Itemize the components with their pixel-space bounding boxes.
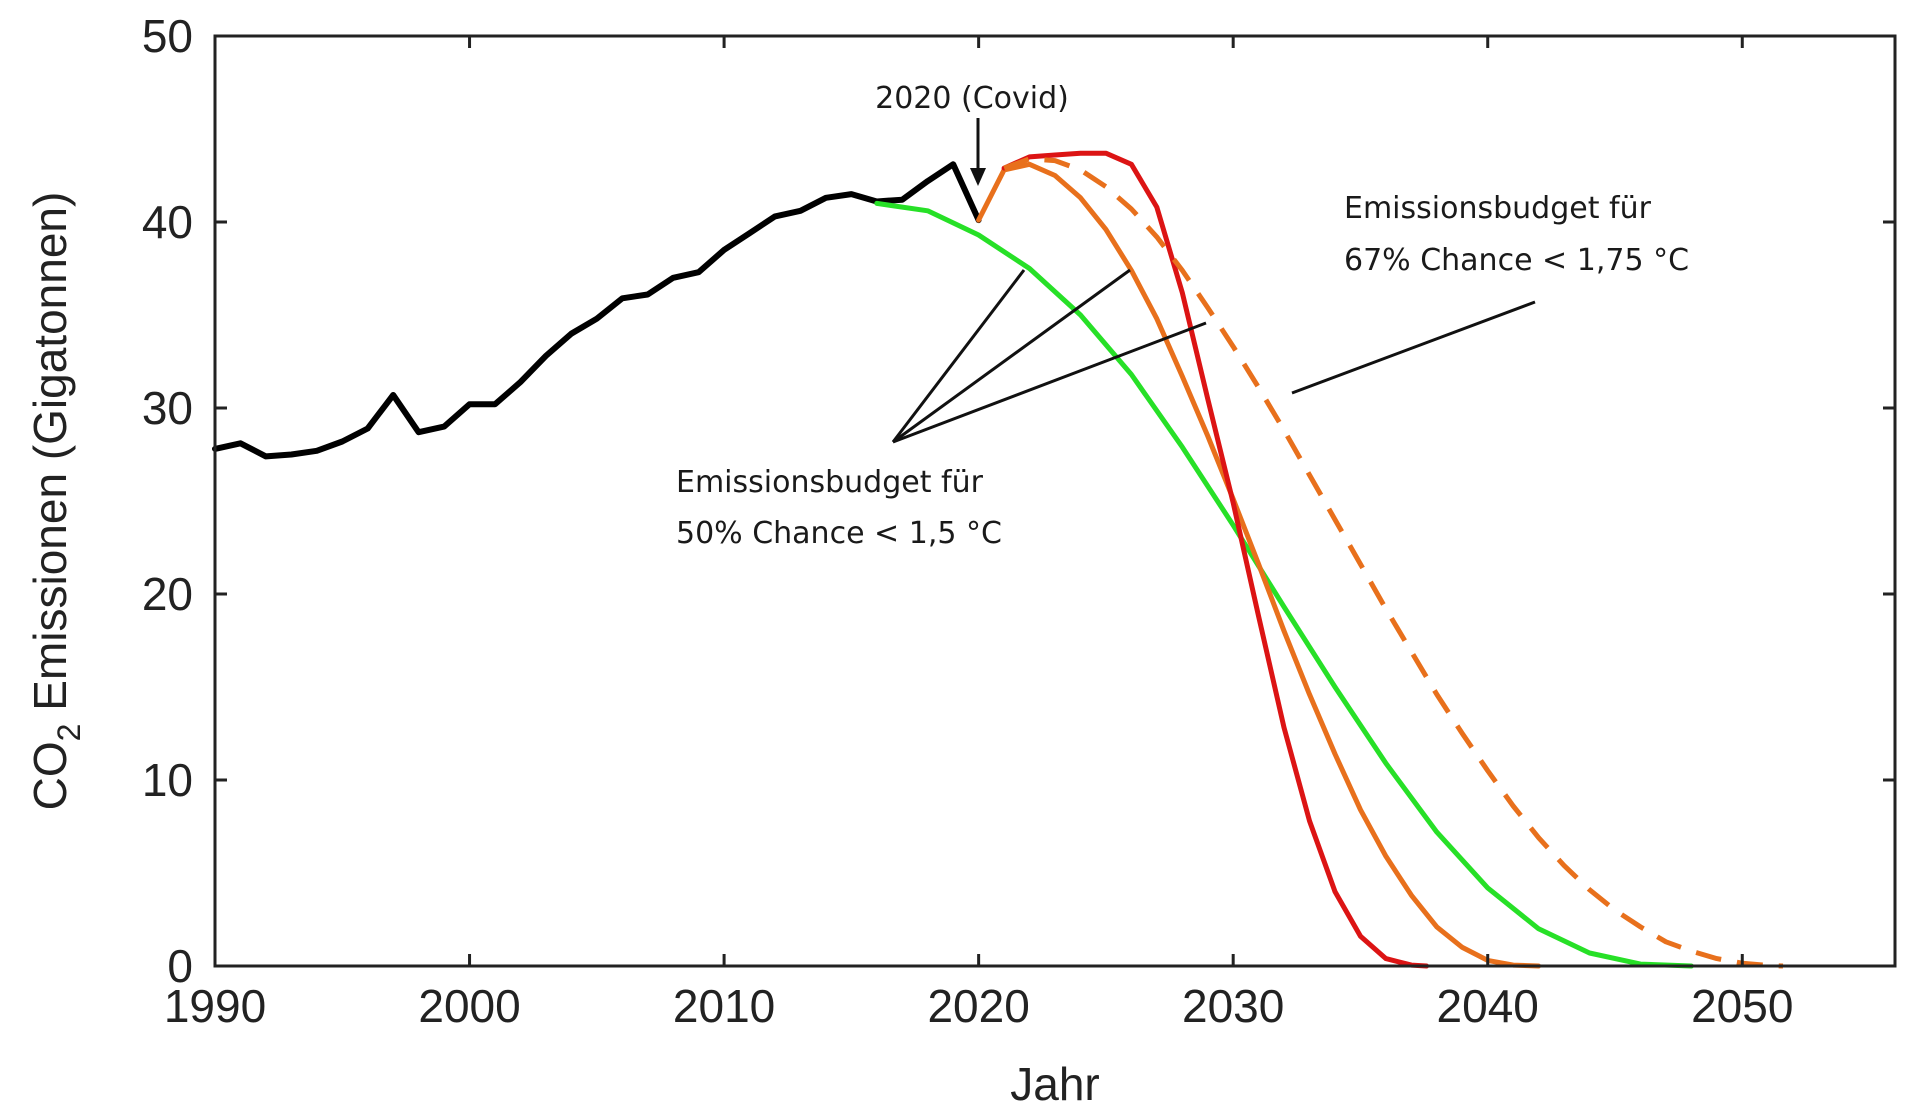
pointer-line-orange <box>892 268 1131 444</box>
series-line-3 <box>1001 150 1430 969</box>
annotation-budget-15-line2: 50% Chance < 1,5 °C <box>676 516 1002 551</box>
y-axis-title-main: CO <box>24 741 76 810</box>
x-tick-label: 2020 <box>927 980 1029 1032</box>
plot-frame <box>213 34 1897 968</box>
series-layer <box>212 150 1784 969</box>
y-tick-label: 10 <box>142 754 193 806</box>
series-line-4 <box>1003 156 1784 969</box>
y-tick-label: 0 <box>167 940 193 992</box>
annotation-covid: 2020 (Covid) <box>875 81 1069 116</box>
y-tick-label: 50 <box>142 10 193 62</box>
y-axis-title-sub: 2 <box>51 724 87 742</box>
x-tick-label: 2000 <box>418 980 520 1032</box>
annotation-budget-15-line1: Emissionsbudget für <box>676 465 984 500</box>
covid-arrow-head <box>970 168 986 186</box>
x-axis-title: Jahr <box>1010 1058 1099 1110</box>
pointer-line-red <box>892 321 1207 444</box>
pointer-line-dashed <box>1291 300 1536 395</box>
y-tick-label: 20 <box>142 568 193 620</box>
annotation-budget-175-line2: 67% Chance < 1,75 °C <box>1344 243 1689 278</box>
x-tick-label: 2030 <box>1182 980 1284 1032</box>
y-tick-label: 30 <box>142 382 193 434</box>
pointer-line-green <box>891 269 1026 443</box>
x-tick-label: 2040 <box>1437 980 1539 1032</box>
annotation-budget-175-line1: Emissionsbudget für <box>1344 191 1652 226</box>
y-axis-title-rest: Emissionen (Gigatonnen) <box>24 192 76 724</box>
x-tick-label: 1990 <box>164 980 266 1032</box>
series-line-2 <box>976 161 1542 969</box>
series-line-0 <box>212 161 982 460</box>
y-axis-title: CO2 Emissionen (Gigatonnen) <box>24 192 87 811</box>
x-tick-label: 2010 <box>673 980 775 1032</box>
annotation-layer: 2020 (Covid) Emissionsbudget für 50% Cha… <box>676 81 1689 551</box>
y-tick-label: 40 <box>142 196 193 248</box>
x-tick-label: 2050 <box>1691 980 1793 1032</box>
series-line-1 <box>874 200 1694 969</box>
